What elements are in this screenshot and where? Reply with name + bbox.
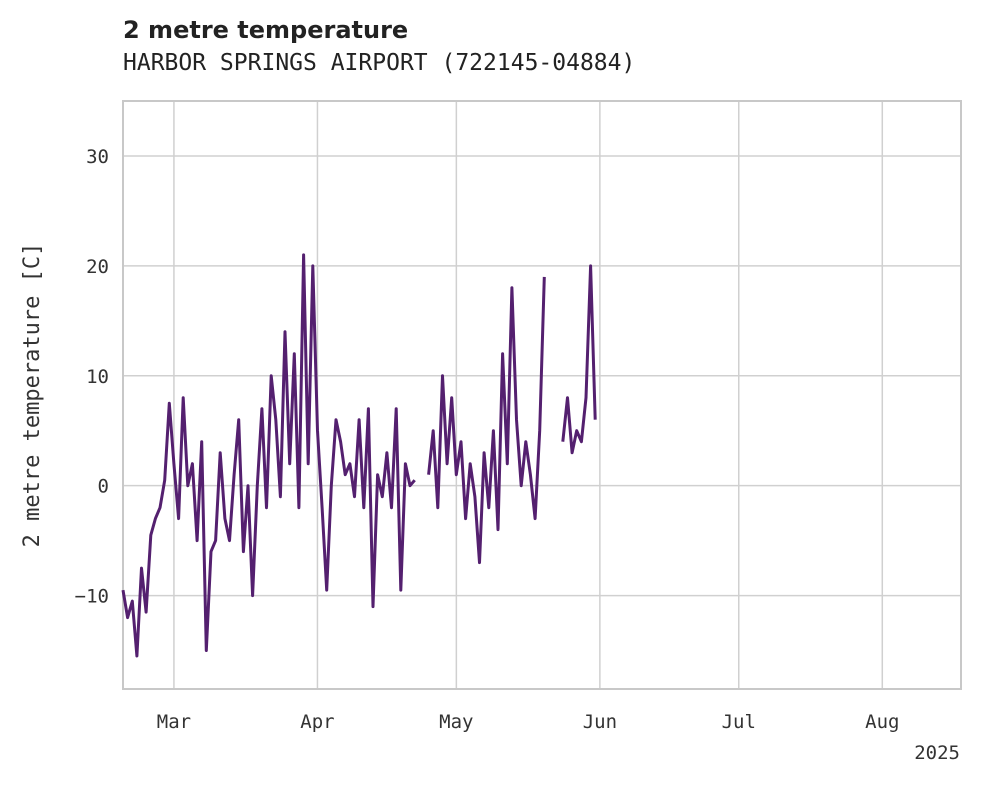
y-tick-label: −10 <box>75 586 109 608</box>
chart-subtitle: HARBOR SPRINGS AIRPORT (722145-04884) <box>123 50 636 76</box>
y-tick-label: 10 <box>86 366 109 388</box>
x-tick-label: Aug <box>865 711 899 733</box>
x-tick-label: Jun <box>583 711 617 733</box>
y-tick-labels: −10 0 10 20 30 <box>75 146 109 608</box>
x-tick-label: Apr <box>300 711 334 733</box>
x-tick-label: Jul <box>722 711 756 733</box>
temperature-series-line <box>121 253 597 658</box>
y-axis-label: 2 metre temperature [C] <box>20 243 45 548</box>
series-group <box>121 253 597 658</box>
y-tick-label: 0 <box>98 476 109 498</box>
chart-title: 2 metre temperature <box>123 16 409 44</box>
plot-frame <box>122 100 962 690</box>
x-tick-label: Mar <box>157 711 191 733</box>
y-tick-label: 20 <box>86 256 109 278</box>
x-year-label: 2025 <box>914 742 960 764</box>
y-tick-label: 30 <box>86 146 109 168</box>
x-tick-label: May <box>439 711 473 733</box>
x-tick-labels: Mar Apr May Jun Jul Aug <box>157 711 900 733</box>
